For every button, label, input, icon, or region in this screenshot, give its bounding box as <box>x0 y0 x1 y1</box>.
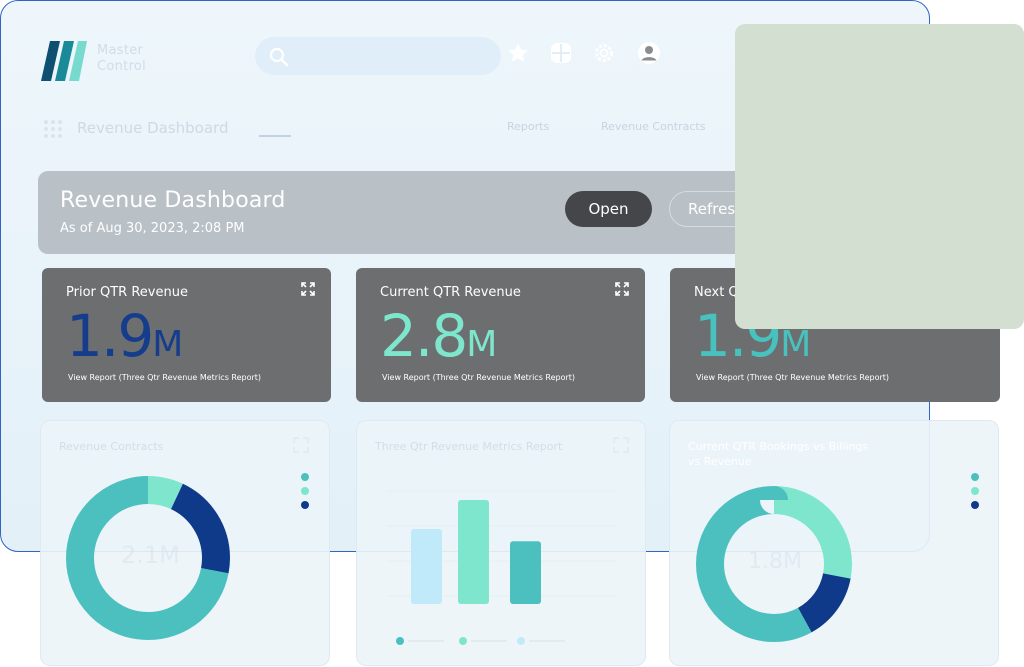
legend-dot <box>301 473 309 481</box>
dashboard-header: Revenue Dashboard As of Aug 30, 2023, 2:… <box>38 171 818 254</box>
donut-chart-right <box>696 473 979 642</box>
bar-chart-middle <box>387 490 617 645</box>
bar <box>510 541 541 604</box>
kpi-value: 1.9M <box>66 302 184 370</box>
panel-title: Current QTR Bookings vs Billings vs Reve… <box>688 440 869 468</box>
logo-text: Master Control <box>97 43 147 74</box>
donut-center-value: 2.1M <box>121 541 180 569</box>
donut-slice <box>66 476 230 640</box>
panel-revenue-contracts: Revenue Contracts 2.1M <box>40 420 330 666</box>
page-timestamp: As of Aug 30, 2023, 2:08 PM <box>60 221 245 236</box>
panel-bookings-billings: Current QTR Bookings vs Billings vs Reve… <box>669 420 999 666</box>
logo-icon <box>41 41 87 81</box>
donut-chart-left <box>66 473 309 640</box>
legend-dot <box>971 487 979 495</box>
search-icon <box>269 47 289 67</box>
breadcrumb-title: Revenue Dashboard <box>77 119 229 137</box>
donut-center-value: 1.8M <box>748 549 802 574</box>
legend-dot <box>971 473 979 481</box>
expand-icon[interactable] <box>293 437 309 453</box>
overlay-card <box>735 24 1024 329</box>
open-button[interactable]: Open <box>565 191 652 227</box>
expand-icon[interactable] <box>613 437 629 453</box>
kpi-report-link[interactable]: View Report (Three Qtr Revenue Metrics R… <box>696 373 890 382</box>
gear-icon[interactable] <box>592 41 616 65</box>
breadcrumb-underline <box>259 135 291 137</box>
grid-icon[interactable] <box>549 41 573 65</box>
apps-grid-icon[interactable] <box>43 119 63 139</box>
legend-dot <box>517 637 525 645</box>
breadcrumb-link-contracts[interactable]: Revenue Contracts <box>601 120 706 133</box>
legend-dot <box>396 637 404 645</box>
donut-slice <box>696 486 852 642</box>
kpi-title: Current QTR Revenue <box>380 285 521 300</box>
panel-three-qtr-report: Three Qtr Revenue Metrics Report <box>356 420 646 666</box>
kpi-card-current-qtr[interactable]: Current QTR Revenue 2.8M View Report (Th… <box>356 268 645 402</box>
page-title: Revenue Dashboard <box>60 188 286 213</box>
donut-slice <box>66 476 230 640</box>
bar <box>411 529 442 604</box>
breadcrumb-link-reports[interactable]: Reports <box>507 120 550 133</box>
user-icon[interactable] <box>637 41 661 65</box>
expand-icon[interactable] <box>615 282 629 296</box>
bar <box>458 500 489 604</box>
panel-title: Three Qtr Revenue Metrics Report <box>375 440 563 453</box>
legend-dot <box>301 501 309 509</box>
legend-dot <box>971 501 979 509</box>
panel-title: Revenue Contracts <box>59 440 164 453</box>
expand-icon[interactable] <box>301 282 315 296</box>
kpi-value: 2.8M <box>380 302 498 370</box>
legend-dot <box>459 637 467 645</box>
star-icon[interactable] <box>506 41 530 65</box>
search-input[interactable] <box>255 37 501 75</box>
legend-dot <box>301 487 309 495</box>
kpi-report-link[interactable]: View Report (Three Qtr Revenue Metrics R… <box>68 373 262 382</box>
kpi-card-prior-qtr[interactable]: Prior QTR Revenue 1.9M View Report (Thre… <box>42 268 331 402</box>
kpi-report-link[interactable]: View Report (Three Qtr Revenue Metrics R… <box>382 373 576 382</box>
kpi-title: Prior QTR Revenue <box>66 285 188 300</box>
